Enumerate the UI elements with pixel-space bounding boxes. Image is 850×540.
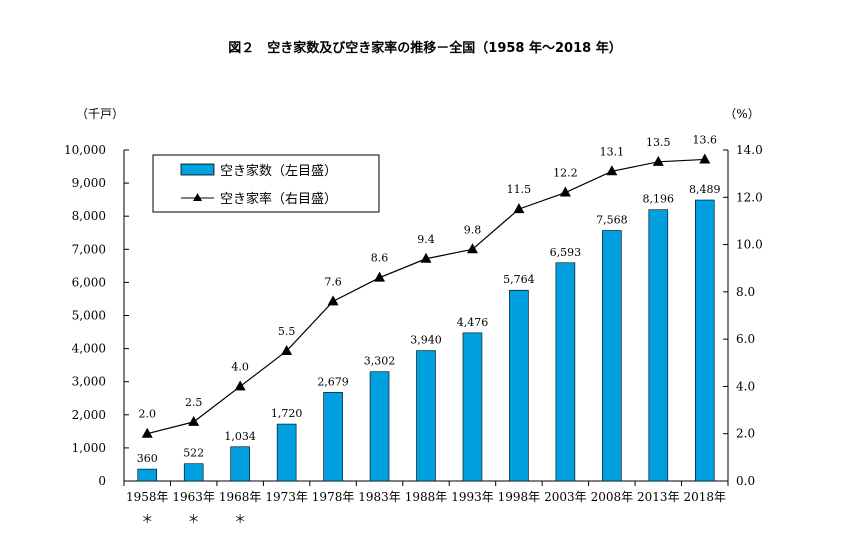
- x-axis-footnote-mark: ＊: [141, 512, 153, 526]
- rate-marker: [652, 155, 664, 166]
- left-axis-tick-label: 2,000: [72, 408, 106, 422]
- bar: [694, 199, 715, 482]
- legend: 空き家数（左目盛） 空き家率（右目盛）: [152, 154, 380, 213]
- rate-marker: [141, 427, 153, 438]
- right-axis-tick-label: 10.0: [736, 238, 763, 252]
- bar: [369, 371, 390, 482]
- left-axis-tick-label: 4,000: [72, 342, 106, 356]
- bar-data-label: 5,764: [503, 273, 535, 286]
- right-axis-tick-label: 0.0: [736, 474, 755, 488]
- rate-marker: [559, 186, 571, 197]
- bar-data-label: 4,476: [457, 316, 489, 329]
- right-axis-tick-label: 2.0: [736, 427, 755, 441]
- left-axis-tick-label: 9,000: [72, 176, 106, 190]
- bar: [509, 289, 529, 482]
- bar: [602, 230, 622, 482]
- bar: [555, 262, 576, 482]
- rate-marker: [327, 295, 339, 306]
- rate-marker: [420, 252, 432, 263]
- bar: [276, 423, 297, 482]
- rate-data-label: 13.6: [693, 133, 718, 146]
- left-axis-tick-label: 5,000: [72, 309, 106, 323]
- rate-data-label: 2.0: [138, 408, 156, 421]
- rate-marker: [234, 380, 246, 391]
- rate-data-label: 5.5: [278, 325, 296, 338]
- x-axis-tick-label: 1988年: [405, 490, 448, 504]
- x-axis-footnote-mark: ＊: [188, 512, 200, 526]
- rate-marker: [466, 243, 478, 254]
- x-axis-tick-label: 1968年: [219, 490, 262, 504]
- bar-data-label: 3,302: [364, 355, 396, 368]
- rate-data-label: 4.0: [231, 360, 249, 373]
- bar: [183, 463, 204, 482]
- x-axis-tick-label: 1993年: [451, 490, 494, 504]
- rate-data-label: 2.5: [185, 396, 203, 409]
- rate-data-label: 9.4: [417, 233, 435, 246]
- rate-data-label: 13.1: [600, 145, 625, 158]
- left-axis-tick-label: 3,000: [72, 375, 106, 389]
- rate-data-label: 8.6: [371, 252, 389, 265]
- bar-data-label: 3,940: [410, 334, 442, 347]
- right-axis-tick-label: 4.0: [736, 379, 755, 393]
- rate-data-label: 9.8: [464, 223, 482, 236]
- legend-line-marker: [193, 193, 202, 201]
- right-axis-tick-label: 6.0: [736, 332, 755, 346]
- bar-data-label: 2,679: [317, 375, 349, 388]
- rate-data-label: 13.5: [646, 136, 671, 149]
- legend-bar-label: 空き家数（左目盛）: [220, 163, 337, 179]
- rate-marker: [699, 153, 711, 164]
- bar-data-label: 6,593: [550, 246, 582, 259]
- rate-marker: [606, 165, 618, 176]
- x-axis-tick-label: 1998年: [498, 490, 541, 504]
- bar: [323, 392, 343, 482]
- bar: [137, 468, 158, 482]
- bar-data-label: 360: [137, 452, 158, 465]
- plot-area: 0 1,000 2,000 3,000 4,000 5,000 6,000 7,000 8,00…: [64, 133, 763, 526]
- legend-line-label: 空き家率（右目盛）: [220, 191, 337, 207]
- x-axis-tick-label: 1978年: [312, 490, 355, 504]
- x-axis-tick-label: 2003年: [544, 490, 587, 504]
- x-axis-tick-label: 1983年: [358, 490, 401, 504]
- x-axis-tick-label: 1963年: [172, 490, 215, 504]
- chart-title: 図２ 空き家数及び空き家率の推移－全国（1958 年～2018 年）: [228, 40, 621, 56]
- bar-data-label: 522: [183, 447, 204, 460]
- legend-bar-swatch: [180, 163, 215, 176]
- bar-data-label: 1,720: [271, 407, 303, 420]
- left-axis-tick-label: 10,000: [64, 143, 106, 157]
- x-axis-footnote-mark: ＊: [234, 512, 246, 526]
- rate-marker: [374, 271, 386, 282]
- x-axis-tick-label: 1973年: [265, 490, 308, 504]
- left-axis-unit: （千戸）: [76, 107, 124, 121]
- left-axis-tick-label: 7,000: [72, 242, 106, 256]
- rate-marker: [281, 344, 293, 355]
- bar: [648, 209, 669, 482]
- rate-data-label: 11.5: [507, 183, 532, 196]
- x-axis-tick-label: 2008年: [591, 490, 634, 504]
- rate-data-label: 12.2: [553, 167, 578, 180]
- bar: [416, 350, 436, 482]
- left-axis-tick-label: 8,000: [72, 209, 106, 223]
- bar-data-label: 1,034: [224, 430, 256, 443]
- bar: [462, 332, 483, 482]
- x-axis-tick-label: 2018年: [683, 490, 726, 504]
- right-axis-tick-label: 8.0: [736, 285, 755, 299]
- rate-marker: [188, 415, 200, 426]
- x-axis-tick-label: 2013年: [637, 490, 680, 504]
- right-axis-tick-label: 14.0: [736, 143, 763, 157]
- left-axis-tick-label: 1,000: [72, 441, 106, 455]
- bar-data-label: 8,196: [643, 193, 675, 206]
- bar-data-label: 8,489: [689, 183, 721, 196]
- bar-data-label: 7,568: [596, 213, 628, 226]
- right-axis-unit: （%）: [724, 107, 759, 121]
- left-axis-tick-label: 0: [98, 474, 106, 488]
- right-axis-tick-label: 12.0: [736, 190, 763, 204]
- rate-marker: [513, 203, 525, 214]
- rate-data-label: 7.6: [324, 275, 342, 288]
- bar: [230, 446, 250, 482]
- x-axis-tick-label: 1958年: [126, 490, 169, 504]
- left-axis-tick-label: 6,000: [72, 275, 106, 289]
